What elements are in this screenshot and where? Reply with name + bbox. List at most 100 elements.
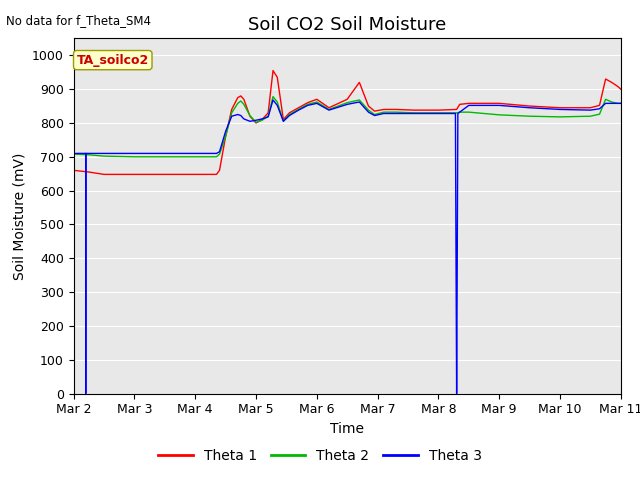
Theta 1 — [356, 80, 364, 85]
Theta 1 — [429, 107, 436, 113]
Theta 2 — [264, 113, 272, 119]
Theta 2 — [608, 99, 616, 105]
Theta 2 — [456, 109, 463, 115]
Theta 2 — [269, 94, 277, 99]
Theta 2 — [240, 101, 248, 107]
X-axis label: Time: Time — [330, 422, 364, 436]
Theta 1 — [85, 169, 93, 175]
Theta 1 — [197, 171, 205, 177]
Text: No data for f_Theta_SM4: No data for f_Theta_SM4 — [6, 14, 152, 27]
Theta 3 — [70, 151, 77, 156]
Theta 2 — [356, 97, 364, 103]
Theta 2 — [304, 101, 312, 107]
Theta 1 — [392, 107, 399, 112]
Theta 1 — [161, 171, 169, 177]
Theta 2 — [131, 154, 138, 160]
Theta 1 — [325, 105, 333, 110]
Theta 1 — [204, 171, 211, 177]
Theta 2 — [197, 154, 205, 160]
Theta 3 — [365, 109, 372, 115]
Theta 2 — [209, 154, 217, 160]
Theta 2 — [216, 151, 223, 157]
Theta 1 — [602, 76, 609, 82]
Theta 2 — [85, 152, 93, 157]
Legend: Theta 1, Theta 2, Theta 3: Theta 1, Theta 2, Theta 3 — [152, 443, 488, 468]
Theta 2 — [237, 98, 244, 104]
Theta 1 — [617, 86, 625, 92]
Theta 1 — [525, 103, 533, 109]
Theta 2 — [525, 113, 533, 119]
Theta 2 — [258, 118, 266, 123]
Theta 2 — [204, 154, 211, 160]
Theta 1 — [465, 100, 472, 106]
Theta 1 — [131, 171, 138, 177]
Theta 3 — [82, 391, 90, 396]
Theta 1 — [237, 93, 244, 99]
Theta 2 — [429, 110, 436, 116]
Theta 2 — [294, 107, 302, 112]
Theta 2 — [70, 151, 77, 157]
Y-axis label: Soil Moisture (mV): Soil Moisture (mV) — [12, 152, 26, 280]
Title: Soil CO2 Soil Moisture: Soil CO2 Soil Moisture — [248, 16, 446, 34]
Theta 2 — [586, 113, 594, 119]
Theta 2 — [435, 110, 442, 116]
Theta 1 — [216, 168, 223, 173]
Theta 1 — [246, 113, 253, 119]
Theta 1 — [304, 100, 312, 106]
Theta 1 — [209, 171, 217, 177]
Theta 1 — [240, 96, 248, 102]
Theta 2 — [495, 112, 503, 118]
Theta 1 — [614, 84, 621, 89]
Theta 2 — [365, 107, 372, 113]
Theta 2 — [191, 154, 199, 160]
Theta 2 — [453, 110, 461, 116]
Theta 1 — [228, 107, 236, 112]
Theta 2 — [614, 100, 621, 106]
Theta 1 — [410, 107, 418, 113]
Theta 2 — [343, 100, 351, 106]
Theta 1 — [435, 107, 442, 113]
Theta 1 — [608, 80, 616, 85]
Theta 2 — [380, 109, 387, 115]
Theta 1 — [258, 117, 266, 122]
Theta 1 — [191, 171, 199, 177]
Theta 2 — [325, 107, 333, 112]
Theta 3 — [371, 113, 378, 119]
Theta 2 — [252, 120, 260, 125]
Theta 2 — [602, 96, 609, 102]
Theta 2 — [392, 109, 399, 115]
Theta 1 — [596, 103, 604, 108]
Theta 2 — [410, 110, 418, 116]
Theta 1 — [365, 103, 372, 109]
Line: Theta 1: Theta 1 — [74, 71, 621, 174]
Theta 2 — [617, 100, 625, 106]
Theta 1 — [70, 168, 77, 173]
Theta 2 — [465, 109, 472, 115]
Theta 2 — [285, 112, 293, 118]
Theta 1 — [495, 100, 503, 106]
Theta 1 — [234, 95, 242, 100]
Theta 1 — [273, 74, 281, 80]
Theta 2 — [371, 112, 378, 118]
Theta 1 — [586, 105, 594, 110]
Theta 1 — [556, 105, 564, 110]
Theta 1 — [294, 105, 302, 110]
Theta 1 — [269, 68, 277, 73]
Line: Theta 2: Theta 2 — [74, 96, 621, 157]
Theta 1 — [222, 133, 230, 139]
Theta 2 — [273, 99, 281, 105]
Theta 2 — [246, 113, 253, 119]
Theta 2 — [228, 110, 236, 116]
Theta 3 — [258, 116, 266, 122]
Theta 3 — [617, 100, 625, 106]
Theta 1 — [343, 96, 351, 102]
Theta 3 — [269, 97, 277, 103]
Theta 2 — [212, 154, 220, 160]
Theta 1 — [456, 101, 463, 107]
Theta 3 — [429, 110, 436, 116]
Theta 1 — [313, 96, 321, 102]
Theta 1 — [264, 110, 272, 116]
Theta 1 — [453, 107, 461, 112]
Theta 1 — [212, 171, 220, 177]
Theta 2 — [222, 133, 230, 139]
